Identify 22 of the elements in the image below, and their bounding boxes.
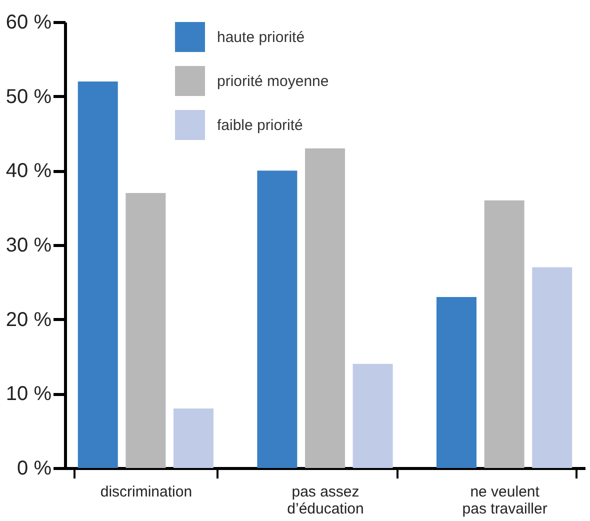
x-tick-label: ne veulent pas travailler xyxy=(462,484,548,518)
y-tick-label: 40 % xyxy=(6,160,52,182)
legend-label: priorité moyenne xyxy=(217,73,329,90)
bar xyxy=(174,408,214,468)
y-tick-label: 10 % xyxy=(6,383,52,406)
bar xyxy=(78,81,118,468)
bar xyxy=(352,364,393,468)
y-tick-label: 50 % xyxy=(6,86,52,108)
x-tick-label: discrimination xyxy=(100,484,192,500)
legend-label: faible priorité xyxy=(217,117,303,134)
bar xyxy=(484,200,524,468)
legend-label: haute priorité xyxy=(217,29,305,46)
y-tick-label: 60 % xyxy=(6,12,52,34)
bar xyxy=(436,297,476,468)
y-tick-label: 20 % xyxy=(6,308,52,331)
y-tick-label: 30 % xyxy=(6,234,52,256)
bar xyxy=(532,267,572,468)
x-tick-label: pas assez d’éducation xyxy=(287,484,364,518)
bar xyxy=(305,148,345,468)
bar xyxy=(257,170,298,468)
bar xyxy=(126,192,166,468)
y-tick-label: 0 % xyxy=(17,458,52,480)
